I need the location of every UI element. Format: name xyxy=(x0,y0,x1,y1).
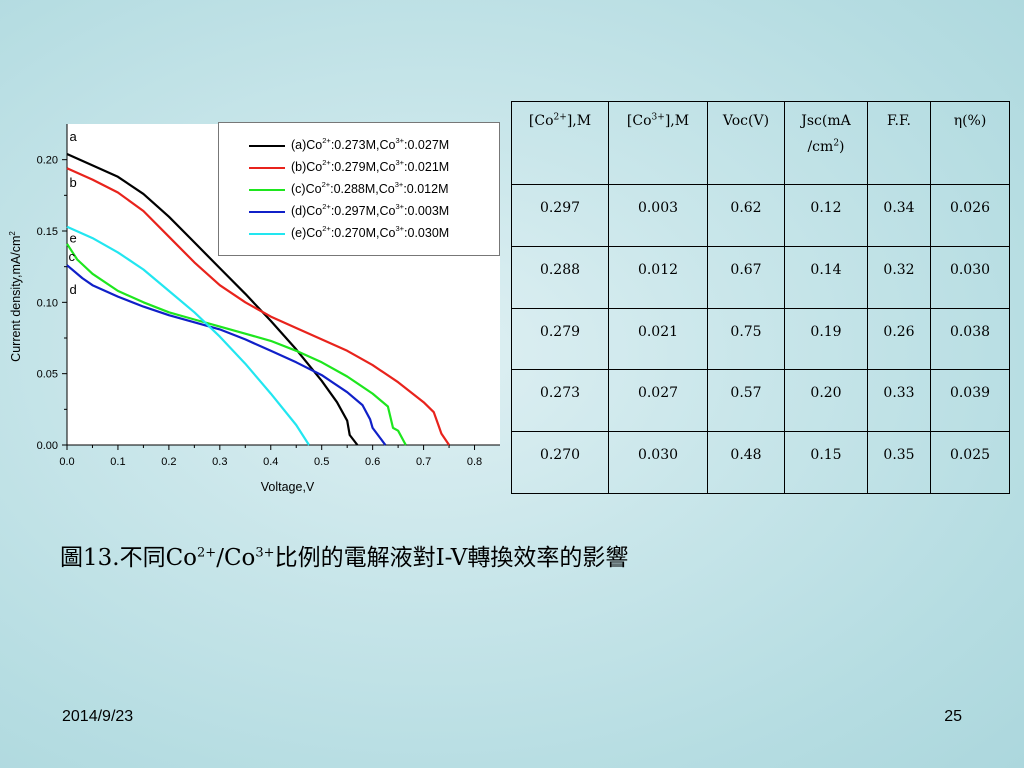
curve-label-e: e xyxy=(70,230,77,245)
series-line-a xyxy=(66,152,359,446)
table-cell: 0.030 xyxy=(930,245,1010,309)
table-cell: 0.012 xyxy=(608,245,708,309)
legend-label-c: (c)Co2+:0.288M,Co3+:0.012M xyxy=(291,179,449,196)
header-co3: [Co3+],M xyxy=(608,101,708,185)
footer-date: 2014/9/23 xyxy=(62,708,134,725)
table-row: 0.273 0.027 0.57 0.20 0.33 0.039 xyxy=(511,369,1010,433)
header-jsc: Jsc(mA/cm2) xyxy=(784,101,868,185)
legend-line-b xyxy=(249,167,285,169)
legend-label-a: (a)Co2+:0.273M,Co3+:0.027M xyxy=(291,135,450,152)
curve-label-b: b xyxy=(70,175,77,190)
chart-legend: (a)Co2+:0.273M,Co3+:0.027M (b)Co2+:0.279… xyxy=(218,122,500,256)
y-tick-label: 0.15 xyxy=(37,226,58,238)
table-cell: 0.021 xyxy=(608,307,708,371)
table-row: 0.270 0.030 0.48 0.15 0.35 0.025 xyxy=(511,431,1010,494)
y-axis-title: Current density,mA/cm2 xyxy=(8,231,23,362)
table-cell: 0.35 xyxy=(867,431,931,494)
table-cell: 0.14 xyxy=(784,245,868,309)
table-cell: 0.32 xyxy=(867,245,931,309)
series-line-e xyxy=(66,225,310,446)
figure-caption: 圖13.不同Co2+/Co3+比例的電解液對I-V轉換效率的影響 xyxy=(60,545,629,571)
table-cell: 0.026 xyxy=(930,184,1010,247)
series-line-c xyxy=(66,243,407,446)
x-axis-title: Voltage,V xyxy=(261,480,315,494)
table-cell: 0.270 xyxy=(511,431,609,494)
table-cell: 0.297 xyxy=(511,184,609,247)
series-line-b xyxy=(66,167,451,446)
y-axis-title-superscript: 2 xyxy=(8,231,17,236)
legend-line-d xyxy=(249,211,285,213)
x-tick-label: 0.8 xyxy=(467,456,482,468)
x-tick-label: 0.1 xyxy=(110,456,125,468)
x-tick-label: 0.2 xyxy=(161,456,176,468)
table-header-row: [Co2+],M [Co3+],M Voc(V) Jsc(mA/cm2) F.F… xyxy=(511,101,1010,185)
table-cell: 0.57 xyxy=(707,369,785,433)
x-tick-label: 0.3 xyxy=(212,456,227,468)
table-cell: 0.20 xyxy=(784,369,868,433)
legend-label-e: (e)Co2+:0.270M,Co3+:0.030M xyxy=(291,223,450,240)
table-cell: 0.19 xyxy=(784,307,868,371)
legend-line-a xyxy=(249,145,285,147)
header-voc: Voc(V) xyxy=(707,101,785,185)
table-cell: 0.027 xyxy=(608,369,708,433)
table-cell: 0.279 xyxy=(511,307,609,371)
y-tick-label: 0.00 xyxy=(37,440,58,452)
table-cell: 0.48 xyxy=(707,431,785,494)
table-cell: 0.288 xyxy=(511,245,609,309)
table-cell: 0.15 xyxy=(784,431,868,494)
header-ff: F.F. xyxy=(867,101,931,185)
table-cell: 0.039 xyxy=(930,369,1010,433)
table-cell: 0.67 xyxy=(707,245,785,309)
table-cell: 0.26 xyxy=(867,307,931,371)
series-line-d xyxy=(66,264,387,446)
table-cell: 0.003 xyxy=(608,184,708,247)
x-tick-label: 0.0 xyxy=(59,456,74,468)
x-tick-label: 0.7 xyxy=(416,456,431,468)
curve-label-c: c xyxy=(69,249,76,264)
legend-label-b: (b)Co2+:0.279M,Co3+:0.021M xyxy=(291,157,450,174)
x-tick-label: 0.6 xyxy=(365,456,380,468)
y-tick-label: 0.05 xyxy=(37,369,58,381)
table-cell: 0.025 xyxy=(930,431,1010,494)
table-cell: 0.12 xyxy=(784,184,868,247)
page-number: 25 xyxy=(944,708,962,725)
legend-line-c xyxy=(249,189,285,191)
legend-line-e xyxy=(249,233,285,235)
x-tick-label: 0.4 xyxy=(263,456,278,468)
legend-label-d: (d)Co2+:0.297M,Co3+:0.003M xyxy=(291,201,450,218)
table-cell: 0.33 xyxy=(867,369,931,433)
curve-label-a: a xyxy=(70,129,78,144)
table-row: 0.288 0.012 0.67 0.14 0.32 0.030 xyxy=(511,245,1010,309)
table-cell: 0.75 xyxy=(707,307,785,371)
header-eta: η(%) xyxy=(930,101,1010,185)
header-co2: [Co2+],M xyxy=(511,101,609,185)
table-cell: 0.34 xyxy=(867,184,931,247)
curve-label-d: d xyxy=(70,282,77,297)
table-cell: 0.030 xyxy=(608,431,708,494)
table-cell: 0.273 xyxy=(511,369,609,433)
table-cell: 0.038 xyxy=(930,307,1010,371)
x-tick-label: 0.5 xyxy=(314,456,329,468)
y-tick-label: 0.10 xyxy=(37,297,58,309)
table-row: 0.297 0.003 0.62 0.12 0.34 0.026 xyxy=(511,184,1010,247)
y-tick-label: 0.20 xyxy=(37,155,58,167)
table-row: 0.279 0.021 0.75 0.19 0.26 0.038 xyxy=(511,307,1010,371)
table-cell: 0.62 xyxy=(707,184,785,247)
performance-table: [Co2+],M [Co3+],M Voc(V) Jsc(mA/cm2) F.F… xyxy=(511,101,1010,494)
